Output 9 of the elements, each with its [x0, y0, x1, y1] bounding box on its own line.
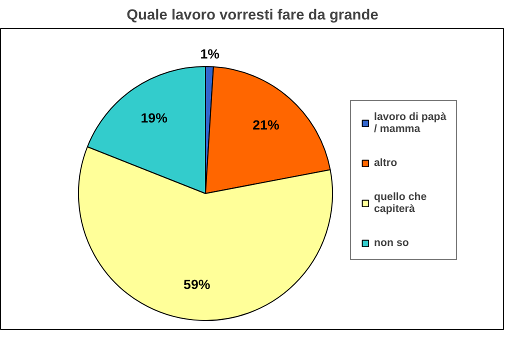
legend-label: non so [374, 237, 409, 249]
chart-title: Quale lavoro vorresti fare da grande [126, 8, 378, 24]
data-label: 1% [200, 46, 220, 62]
legend-label: quello che capiterà [374, 191, 427, 215]
data-label: 19% [140, 110, 168, 126]
data-label: 59% [184, 277, 210, 292]
legend-label: lavoro di papà / mamma [374, 111, 446, 135]
legend-label: altro [374, 157, 398, 169]
data-label: 21% [252, 117, 280, 132]
